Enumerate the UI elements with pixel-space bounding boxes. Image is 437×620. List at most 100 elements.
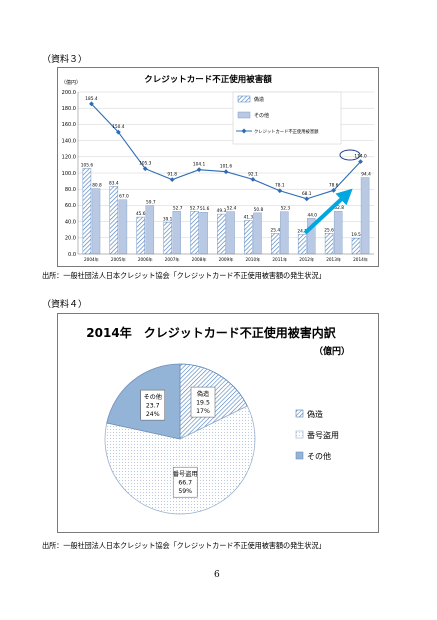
slice-label-text: 偽造 [197, 390, 209, 398]
pie-chart-frame: 2014年 クレジットカード不正使用被害内訳 （億円） 偽造 19.5 17% 番号盗… [57, 313, 379, 533]
bar-other [280, 211, 289, 255]
total-value-label: 91.8 [167, 172, 177, 178]
chart1-ytick-label: 20.0 [65, 236, 76, 242]
chart1-xtick-label: 2013年 [326, 256, 341, 263]
bar-forged [297, 234, 307, 255]
slice-label-box [190, 386, 216, 418]
bar-forged [109, 186, 119, 255]
highlight-circle [339, 149, 361, 161]
bar-forged [190, 211, 199, 255]
bar-other-value-label: 52.7 [173, 205, 183, 211]
chart1-title: クレジットカード不正使用被害額 [144, 74, 272, 85]
slice-label-text: 17% [196, 408, 210, 415]
chart1-ytick-label: 80.0 [65, 187, 76, 193]
section-label-2: （資料４） [42, 300, 88, 310]
bar-forged-value-label: 25.6 [324, 227, 334, 233]
bar-line-chart-frame: クレジットカード不正使用被害額 （億円） 105.6 80.8 83.4 67.0 45… [57, 67, 379, 267]
chart1-xtick-label: 2006年 [138, 256, 153, 263]
total-value-label: 105.3 [139, 161, 152, 167]
total-value-label: 92.1 [248, 171, 258, 177]
chart1-xtick-label: 2008年 [192, 256, 207, 263]
bar-other [253, 212, 262, 255]
slice-label-text: 24% [146, 411, 160, 418]
bar-other-value-label: 94.4 [361, 172, 371, 178]
bar-other-value-label: 52.3 [281, 206, 291, 212]
bar-line-chart: クレジットカード不正使用被害額 （億円） 105.6 80.8 83.4 67.0 45… [61, 74, 374, 263]
bar-forged [217, 213, 226, 255]
chart1-xtick-label: 2005年 [111, 256, 126, 263]
legend-label-total: クレジットカード不正使用被害額 [254, 128, 319, 135]
slice-label-box [172, 466, 198, 498]
total-marker [223, 169, 229, 175]
trend-arrow [303, 188, 353, 235]
legend-label-forged: 偽造 [254, 96, 264, 103]
chart1-legend: 偽造 その他 クレジットカード不正使用被害額 [232, 91, 342, 145]
chart1-xtick-label: 2011年 [272, 256, 287, 263]
chart1-ytick-label: 60.0 [65, 203, 76, 209]
bar-other-value-label: 52.4 [227, 206, 237, 212]
bar-other-value-label: 50.8 [254, 207, 264, 213]
bar-forged [324, 233, 334, 255]
bar-forged-value-label: 83.4 [109, 180, 119, 186]
bar-forged-value-label: 39.1 [163, 216, 173, 222]
bar-other-value-label: 51.6 [200, 206, 210, 212]
bar-other-value-label: 44.0 [307, 212, 317, 218]
legend-swatch-forged-pie [295, 409, 304, 418]
chart2-legend: 偽造 番号盗用 その他 [295, 409, 339, 461]
chart2-title: 2014年 クレジットカード不正使用被害内訳 [86, 325, 336, 340]
chart1-xtick-label: 2004年 [84, 256, 99, 263]
legend-swatch-stolen-pie [295, 430, 304, 439]
total-marker [358, 159, 363, 165]
bar-other-value-label: 59.7 [146, 200, 156, 206]
bar-forged-value-label: 41.3 [244, 215, 254, 221]
legend-swatch-other [237, 111, 251, 119]
total-marker [142, 166, 148, 172]
total-marker [250, 176, 256, 182]
chart2-unit-label: （億円） [314, 345, 350, 357]
bar-forged [163, 222, 172, 255]
bar-forged-value-label: 19.5 [351, 232, 361, 238]
total-value-label: 104.1 [193, 162, 206, 168]
total-marker [169, 177, 175, 183]
bar-other [145, 205, 155, 255]
total-marker [331, 187, 337, 193]
slice-label-text: その他 [143, 393, 162, 401]
bar-forged-value-label: 24.1 [297, 228, 307, 234]
total-value-label: 185.4 [85, 96, 98, 102]
chart1-unit-label: （億円） [61, 79, 81, 86]
bar-forged [271, 233, 280, 255]
bar-other-value-label: 67.0 [119, 194, 129, 200]
chart1-ytick-label: 0.0 [68, 252, 76, 258]
chart1-xtick-label: 2007年 [165, 256, 180, 263]
slice-label-text: 19.5 [196, 400, 210, 407]
bar-other [118, 199, 128, 255]
bar-forged [136, 216, 145, 255]
bar-forged-value-label: 52.7 [190, 205, 200, 211]
total-value-label: 101.6 [220, 164, 233, 170]
legend-label-forged-pie: 偽造 [307, 409, 323, 419]
chart1-xtick-label: 2012年 [299, 256, 314, 263]
chart1-ytick-label: 100.0 [62, 171, 76, 177]
legend-label-stolen-pie: 番号盗用 [307, 430, 339, 440]
chart1-ytick-label: 160.0 [62, 122, 76, 128]
bar-forged-value-label: 45.6 [136, 211, 146, 217]
page-number: 6 [214, 570, 220, 580]
bar-forged [244, 220, 253, 255]
total-value-label: 150.4 [112, 124, 125, 130]
chart1-xtick-label: 2009年 [219, 256, 234, 263]
bar-other-value-label: 52.8 [334, 205, 344, 211]
total-value-label: 78.6 [329, 182, 339, 188]
bar-other [333, 211, 343, 255]
chart1-xtick-label: 2010年 [245, 256, 260, 263]
total-marker [304, 196, 310, 202]
source-note-2: 出所：一般社団法人日本クレジット協会「クレジットカード不正使用被害額の発生状況」 [42, 541, 326, 550]
slice-label-box [140, 389, 165, 421]
slice-label-text: 番号盗用 [173, 470, 198, 478]
bar-forged-value-label: 25.4 [270, 227, 280, 233]
slice-label-text: 66.7 [178, 480, 192, 487]
slice-label-text: 23.7 [146, 403, 160, 410]
bar-forged-value-label: 105.6 [81, 162, 94, 168]
bar-forged-value-label: 49.3 [217, 208, 227, 214]
pie-chart: 2014年 クレジットカード不正使用被害内訳 （億円） 偽造 19.517% 番号盗… [86, 325, 350, 515]
bar-other [199, 212, 208, 255]
